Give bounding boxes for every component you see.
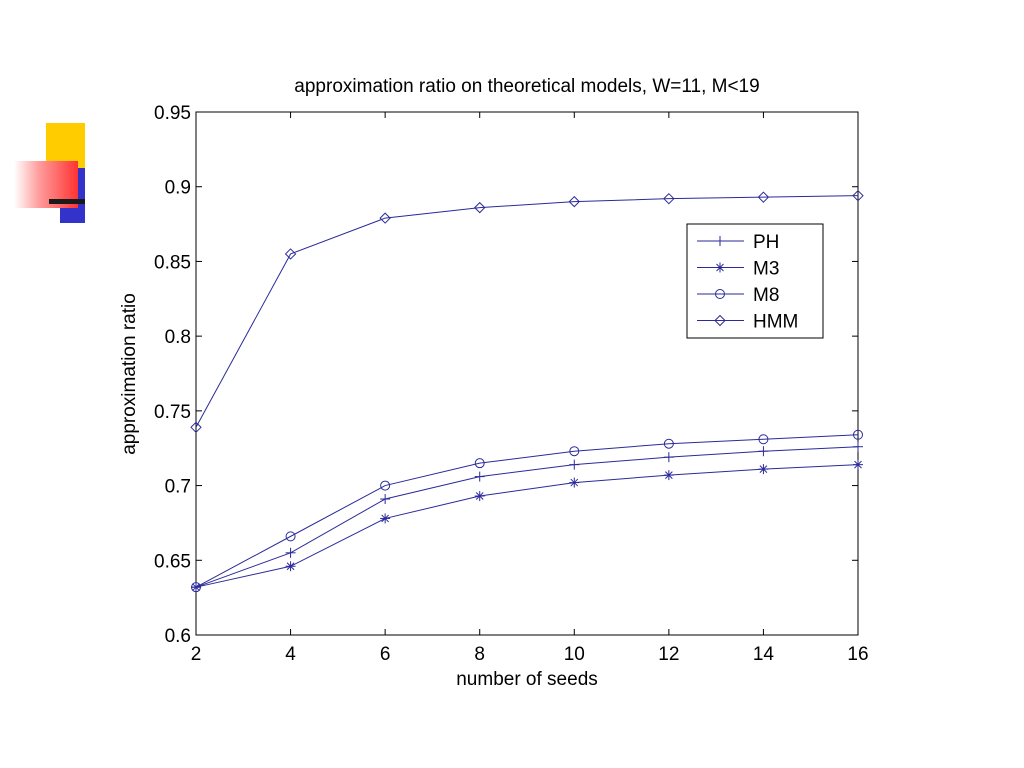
data-point-m3 xyxy=(474,491,485,502)
chart-title: approximation ratio on theoretical model… xyxy=(294,76,759,97)
x-tick-label: 12 xyxy=(658,644,679,665)
legend-marker-ph xyxy=(715,236,725,246)
y-tick-label: 0.7 xyxy=(165,477,191,498)
series-line-hmm xyxy=(195,195,859,428)
legend-label-hmm: HMM xyxy=(753,312,798,333)
series-line-ph xyxy=(195,446,859,588)
data-point-hmm xyxy=(568,195,580,208)
data-point-ph xyxy=(474,471,485,482)
data-point-ph xyxy=(285,547,296,558)
data-point-ph xyxy=(569,459,580,470)
data-point-hmm xyxy=(284,248,297,260)
data-point-m8 xyxy=(853,429,863,440)
x-tick-label: 2 xyxy=(191,644,202,665)
data-point-m3 xyxy=(758,464,769,475)
data-point-hmm xyxy=(663,192,675,205)
legend-entry-ph: PH xyxy=(697,232,779,253)
data-point-hmm xyxy=(474,201,486,214)
legend-entry-hmm: HMM xyxy=(697,312,798,333)
data-point-hmm xyxy=(852,189,864,202)
legend-marker-m8 xyxy=(715,289,725,299)
data-point-ph xyxy=(758,446,769,457)
y-axis-label: approximation ratio xyxy=(119,293,140,455)
data-point-ph xyxy=(380,494,391,505)
decor-dark-bar xyxy=(49,199,85,204)
data-point-m8 xyxy=(663,438,674,449)
data-point-m8 xyxy=(285,531,296,542)
data-point-hmm xyxy=(190,421,202,434)
x-tick-label: 16 xyxy=(847,644,868,665)
series-m8 xyxy=(191,429,863,593)
x-tick-label: 8 xyxy=(474,644,485,665)
x-tick-label: 6 xyxy=(380,644,391,665)
data-point-m3 xyxy=(380,513,391,524)
data-point-hmm xyxy=(757,191,770,203)
legend-entry-m3: M3 xyxy=(697,259,779,280)
axis-ticks: 2 4 6 8 10 12 14 16 0.6 0.65 0.7 0.75 0.8 0.85 0.9 0.95 xyxy=(154,103,869,665)
y-tick-label: 0.9 xyxy=(165,178,191,199)
data-point-m3 xyxy=(663,470,674,481)
y-tick-label: 0.95 xyxy=(154,103,191,124)
legend: PH M3 M8 HMM xyxy=(686,223,824,339)
data-point-m8 xyxy=(191,582,201,593)
legend-box xyxy=(686,223,824,339)
y-tick-label: 0.75 xyxy=(154,402,191,423)
data-point-m8 xyxy=(758,434,769,445)
x-axis-label: number of seeds xyxy=(456,669,598,690)
plot-area xyxy=(195,111,859,636)
data-point-m3 xyxy=(285,561,296,572)
data-point-m8 xyxy=(569,446,580,457)
x-tick-label: 10 xyxy=(564,644,585,665)
series-hmm xyxy=(190,189,864,434)
y-tick-label: 0.85 xyxy=(154,252,191,273)
y-tick-label: 0.6 xyxy=(165,626,191,647)
data-point-m8 xyxy=(380,480,391,491)
x-tick-label: 14 xyxy=(753,644,775,665)
legend-label-m8: M8 xyxy=(753,285,779,306)
data-point-m3 xyxy=(569,477,580,488)
legend-label-ph: PH xyxy=(753,232,779,253)
data-point-m3 xyxy=(853,459,863,470)
slide-decoration xyxy=(0,0,100,240)
legend-marker-hmm xyxy=(714,314,726,327)
y-tick-label: 0.65 xyxy=(154,551,191,572)
data-point-hmm xyxy=(379,212,391,224)
series-line-m8 xyxy=(195,434,859,588)
legend-label-m3: M3 xyxy=(753,259,779,280)
series-layer xyxy=(190,189,864,593)
data-point-m8 xyxy=(474,458,485,469)
y-tick-label: 0.8 xyxy=(165,327,191,348)
data-point-ph xyxy=(663,452,674,463)
data-point-ph xyxy=(853,441,863,452)
legend-entry-m8: M8 xyxy=(697,285,779,306)
series-line-m3 xyxy=(195,464,859,588)
x-tick-label: 4 xyxy=(285,644,296,665)
legend-marker-m3 xyxy=(715,262,725,273)
